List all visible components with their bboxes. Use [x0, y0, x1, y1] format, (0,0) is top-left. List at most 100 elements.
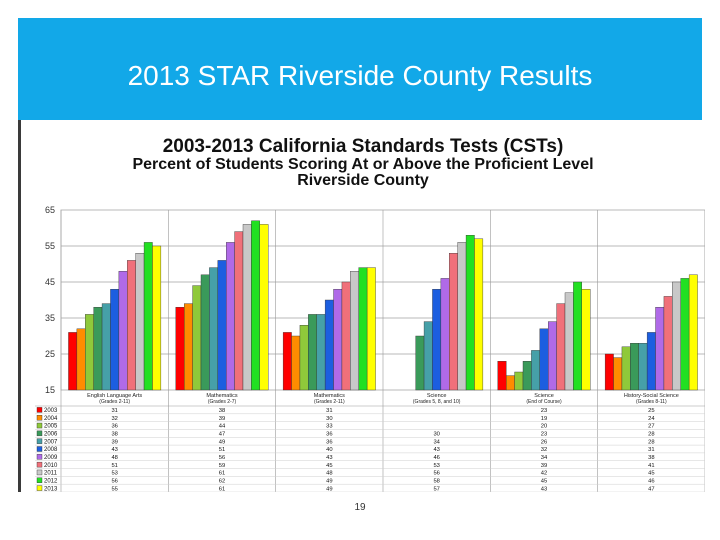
chart-subtitle: Percent of Students Scoring At or Above … [132, 156, 594, 173]
bar [259, 224, 269, 391]
legend-swatch [36, 407, 43, 413]
table-value: 36 [111, 424, 117, 430]
table-value: 27 [648, 424, 654, 430]
legend-swatch [36, 477, 43, 483]
table-value: 31 [326, 408, 332, 414]
table-value: 51 [219, 447, 225, 453]
table-value: 34 [541, 455, 548, 461]
bar [522, 360, 532, 391]
table-value: 51 [111, 463, 117, 469]
legend-label: 2003 [44, 408, 58, 414]
bar [192, 285, 202, 391]
table-value: 49 [326, 478, 332, 484]
table-value: 43 [541, 486, 547, 492]
bar [432, 288, 442, 391]
y-tick-label: 65 [45, 205, 55, 215]
bar [539, 328, 549, 391]
legend-label: 2011 [44, 471, 58, 477]
legend-label: 2012 [44, 478, 58, 484]
slide-title-band: 2013 STAR Riverside County Results [18, 18, 702, 120]
bar [573, 281, 583, 391]
table-value: 45 [326, 463, 332, 469]
legend-label: 2006 [44, 432, 58, 438]
bar [93, 306, 103, 391]
bar [630, 342, 639, 391]
bar [621, 346, 631, 391]
legend-swatch [36, 430, 43, 437]
table-value: 31 [111, 408, 117, 414]
x-category-sublabel: (Grades 2-11) [314, 399, 345, 405]
x-category-label: History-Social Science [624, 393, 679, 399]
table-value: 56 [219, 455, 225, 461]
bar [135, 252, 145, 391]
table-value: 43 [433, 447, 439, 453]
table-value: 43 [326, 455, 332, 461]
table-value: 59 [219, 463, 225, 469]
table-value: 55 [111, 486, 117, 492]
bar [341, 281, 351, 391]
bar [316, 314, 326, 391]
table-value: 56 [433, 471, 439, 477]
bar [514, 371, 524, 391]
x-category-label: Science [534, 393, 554, 399]
table-value: 46 [433, 455, 439, 461]
bar [604, 353, 614, 391]
x-category-sublabel: (Grades 2-11) [99, 399, 130, 405]
bar [506, 375, 515, 391]
table-value: 57 [433, 486, 439, 492]
legend-label: 2007 [44, 439, 58, 445]
table-value: 28 [648, 439, 654, 445]
bar [333, 288, 343, 391]
bar [646, 332, 656, 391]
bar [282, 332, 292, 391]
table-value: 23 [541, 432, 547, 438]
bar [118, 270, 128, 391]
bar [183, 303, 193, 391]
bar [556, 303, 566, 391]
table-value: 53 [111, 471, 117, 477]
bar [127, 260, 136, 391]
y-tick-label: 45 [45, 277, 55, 287]
bar [688, 274, 698, 391]
table-value: 23 [541, 408, 547, 414]
table-value: 61 [219, 486, 225, 492]
bar [564, 292, 574, 391]
table-value: 39 [111, 439, 117, 445]
chart-subtitle-county: Riverside County [297, 172, 429, 189]
bar [638, 342, 648, 391]
bar [440, 278, 450, 391]
bar [457, 242, 467, 391]
bar [465, 234, 475, 391]
table-value: 42 [541, 471, 547, 477]
legend-swatch [36, 461, 43, 468]
bar [613, 357, 623, 391]
table-value: 19 [541, 416, 547, 422]
bar [415, 335, 425, 391]
bar [225, 242, 235, 391]
legend-label: 2008 [44, 447, 58, 453]
table-value: 30 [326, 416, 332, 422]
legend-swatch [36, 422, 43, 429]
table-value: 56 [111, 478, 117, 484]
y-tick-label: 25 [45, 349, 55, 359]
table-value: 62 [219, 478, 225, 484]
table-value: 48 [111, 455, 117, 461]
x-category-label: Mathematics [314, 393, 345, 399]
bar [143, 242, 153, 391]
legend-swatch [36, 454, 43, 460]
legend-swatch [36, 469, 43, 476]
table-value: 44 [219, 424, 226, 430]
bar [76, 328, 86, 391]
table-value: 45 [648, 471, 654, 477]
table-value: 38 [111, 432, 117, 438]
bar [548, 321, 557, 391]
bar [152, 245, 162, 391]
table-value: 24 [648, 416, 655, 422]
x-category-label: Mathematics [206, 393, 237, 399]
bar [581, 288, 591, 391]
bar [366, 267, 376, 391]
x-category-sublabel: (Grades 2-7) [208, 399, 237, 405]
bar [531, 350, 540, 391]
legend-label: 2004 [44, 416, 58, 422]
slide-title: 2013 STAR Riverside County Results [127, 60, 593, 91]
